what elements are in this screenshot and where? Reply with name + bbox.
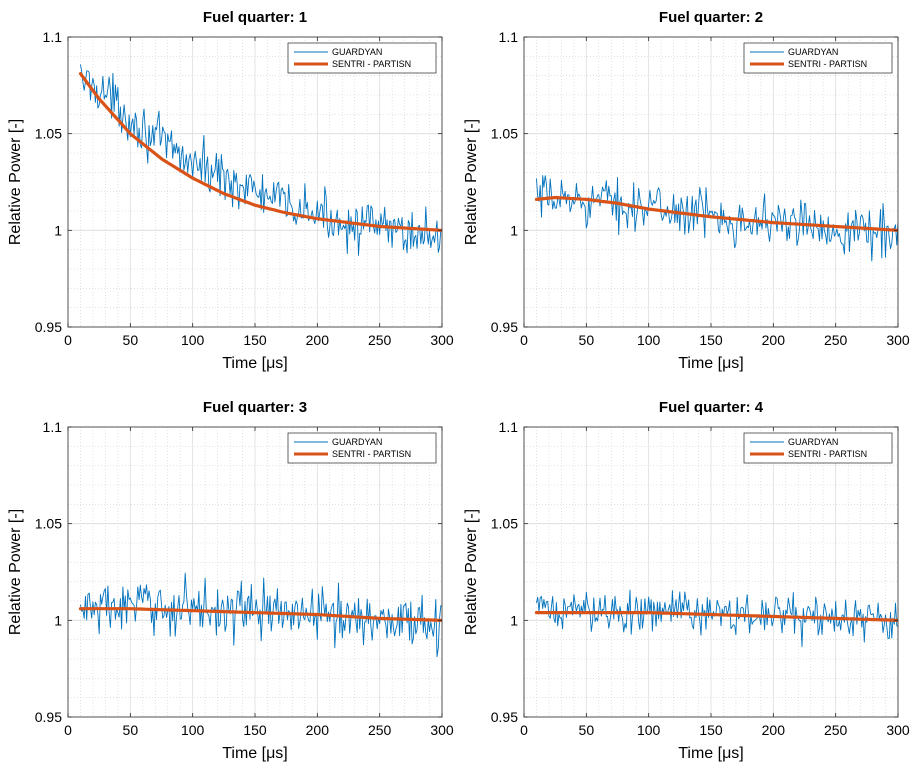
x-tick-label: 250 [368,722,392,738]
x-tick-label: 200 [306,332,330,348]
y-axis-label: Relative Power [-] [463,119,480,245]
x-tick-label: 0 [520,722,528,738]
x-tick-label: 300 [430,722,454,738]
legend-entry: SENTRI - PARTISN [332,449,411,459]
x-tick-label: 100 [181,332,205,348]
x-tick-label: 150 [243,722,267,738]
x-tick-label: 300 [430,332,454,348]
x-tick-label: 0 [64,332,72,348]
x-tick-label: 0 [520,332,528,348]
x-tick-label: 250 [824,332,848,348]
y-tick-label: 1.1 [43,419,63,435]
series-line-guardyan [80,572,442,658]
legend-box [287,432,437,464]
subplot-1: 0 50 100 150 200 250 300 0.95 1 1.05 1.1 Fuel quart… [7,9,454,372]
x-tick-label: 100 [181,722,205,738]
x-tick-label: 250 [368,332,392,348]
legend-entry: SENTRI - PARTISN [788,449,867,459]
subplot-title: Fuel quarter: 3 [203,399,307,416]
x-tick-label: 200 [762,722,786,738]
y-axis-label: Relative Power [-] [7,119,24,245]
legend-entry: SENTRI - PARTISN [788,59,867,69]
x-tick-label: 150 [699,332,723,348]
x-tick-label: 50 [579,722,595,738]
y-tick-label: 1.05 [35,126,62,142]
y-tick-label: 1.1 [499,419,519,435]
legend-box [743,42,893,74]
major-grid [524,37,898,327]
series-line-sentri-partisn [78,72,442,232]
x-tick-label: 50 [579,332,595,348]
x-tick-label: 200 [762,332,786,348]
subplot-title: Fuel quarter: 4 [659,399,764,416]
series-line-sentri-partisn [534,611,898,622]
y-tick-label: 1 [510,612,518,628]
x-axis-label: Time [μs] [222,745,288,762]
y-tick-label: 1 [54,222,62,238]
x-tick-label: 250 [824,722,848,738]
x-tick-label: 150 [699,722,723,738]
subplot-3: 0 50 100 150 200 250 300 0.95 1 1.05 1.1 Fuel quart… [7,399,454,762]
x-tick-label: 150 [243,332,267,348]
major-grid [524,427,898,717]
x-axis-label: Time [μs] [222,355,288,372]
subplot-title: Fuel quarter: 2 [659,9,763,26]
major-grid [68,427,442,717]
x-tick-label: 200 [306,722,330,738]
y-tick-label: 1 [54,612,62,628]
series-line-guardyan [536,589,898,647]
legend-entry: GUARDYAN [788,437,838,447]
x-tick-label: 50 [123,722,139,738]
subplot-2: 0 50 100 150 200 250 300 0.95 1 1.05 1.1 Fuel quart… [463,9,910,372]
y-tick-label: 0.95 [35,319,62,335]
subplot-4: 0 50 100 150 200 250 300 0.95 1 1.05 1.1 Fuel quart… [463,399,910,762]
legend: GUARDYAN SENTRI - PARTISN [287,42,437,74]
y-tick-label: 1.05 [35,516,62,532]
legend: GUARDYAN SENTRI - PARTISN [287,432,437,464]
x-tick-label: 50 [123,332,139,348]
y-tick-label: 1.05 [491,126,518,142]
legend-box [287,42,437,74]
subplot-title: Fuel quarter: 1 [203,9,307,26]
x-tick-label: 300 [886,722,910,738]
y-tick-label: 1 [510,222,518,238]
legend-entry: SENTRI - PARTISN [332,59,411,69]
series-line-guardyan [80,64,442,256]
minor-grid [524,427,898,717]
legend: GUARDYAN SENTRI - PARTISN [743,432,893,464]
x-tick-label: 100 [637,722,661,738]
legend-box [743,432,893,464]
legend: GUARDYAN SENTRI - PARTISN [743,42,893,74]
y-tick-label: 0.95 [35,709,62,725]
y-tick-label: 0.95 [491,709,518,725]
x-tick-label: 100 [637,332,661,348]
y-axis-label: Relative Power [-] [7,509,24,635]
legend-entry: GUARDYAN [332,47,382,57]
x-axis-label: Time [μs] [678,745,744,762]
series-line-sentri-partisn [78,607,442,622]
y-tick-label: 1.05 [491,516,518,532]
x-tick-label: 0 [64,722,72,738]
x-tick-label: 300 [886,332,910,348]
legend-entry: GUARDYAN [332,437,382,447]
y-axis-label: Relative Power [-] [463,509,480,635]
x-axis-label: Time [μs] [678,355,744,372]
legend-entry: GUARDYAN [788,47,838,57]
y-tick-label: 1.1 [499,29,519,45]
series-line-guardyan [536,175,898,262]
y-tick-label: 0.95 [491,319,518,335]
series-line-sentri-partisn [534,195,898,232]
y-tick-label: 1.1 [43,29,63,45]
